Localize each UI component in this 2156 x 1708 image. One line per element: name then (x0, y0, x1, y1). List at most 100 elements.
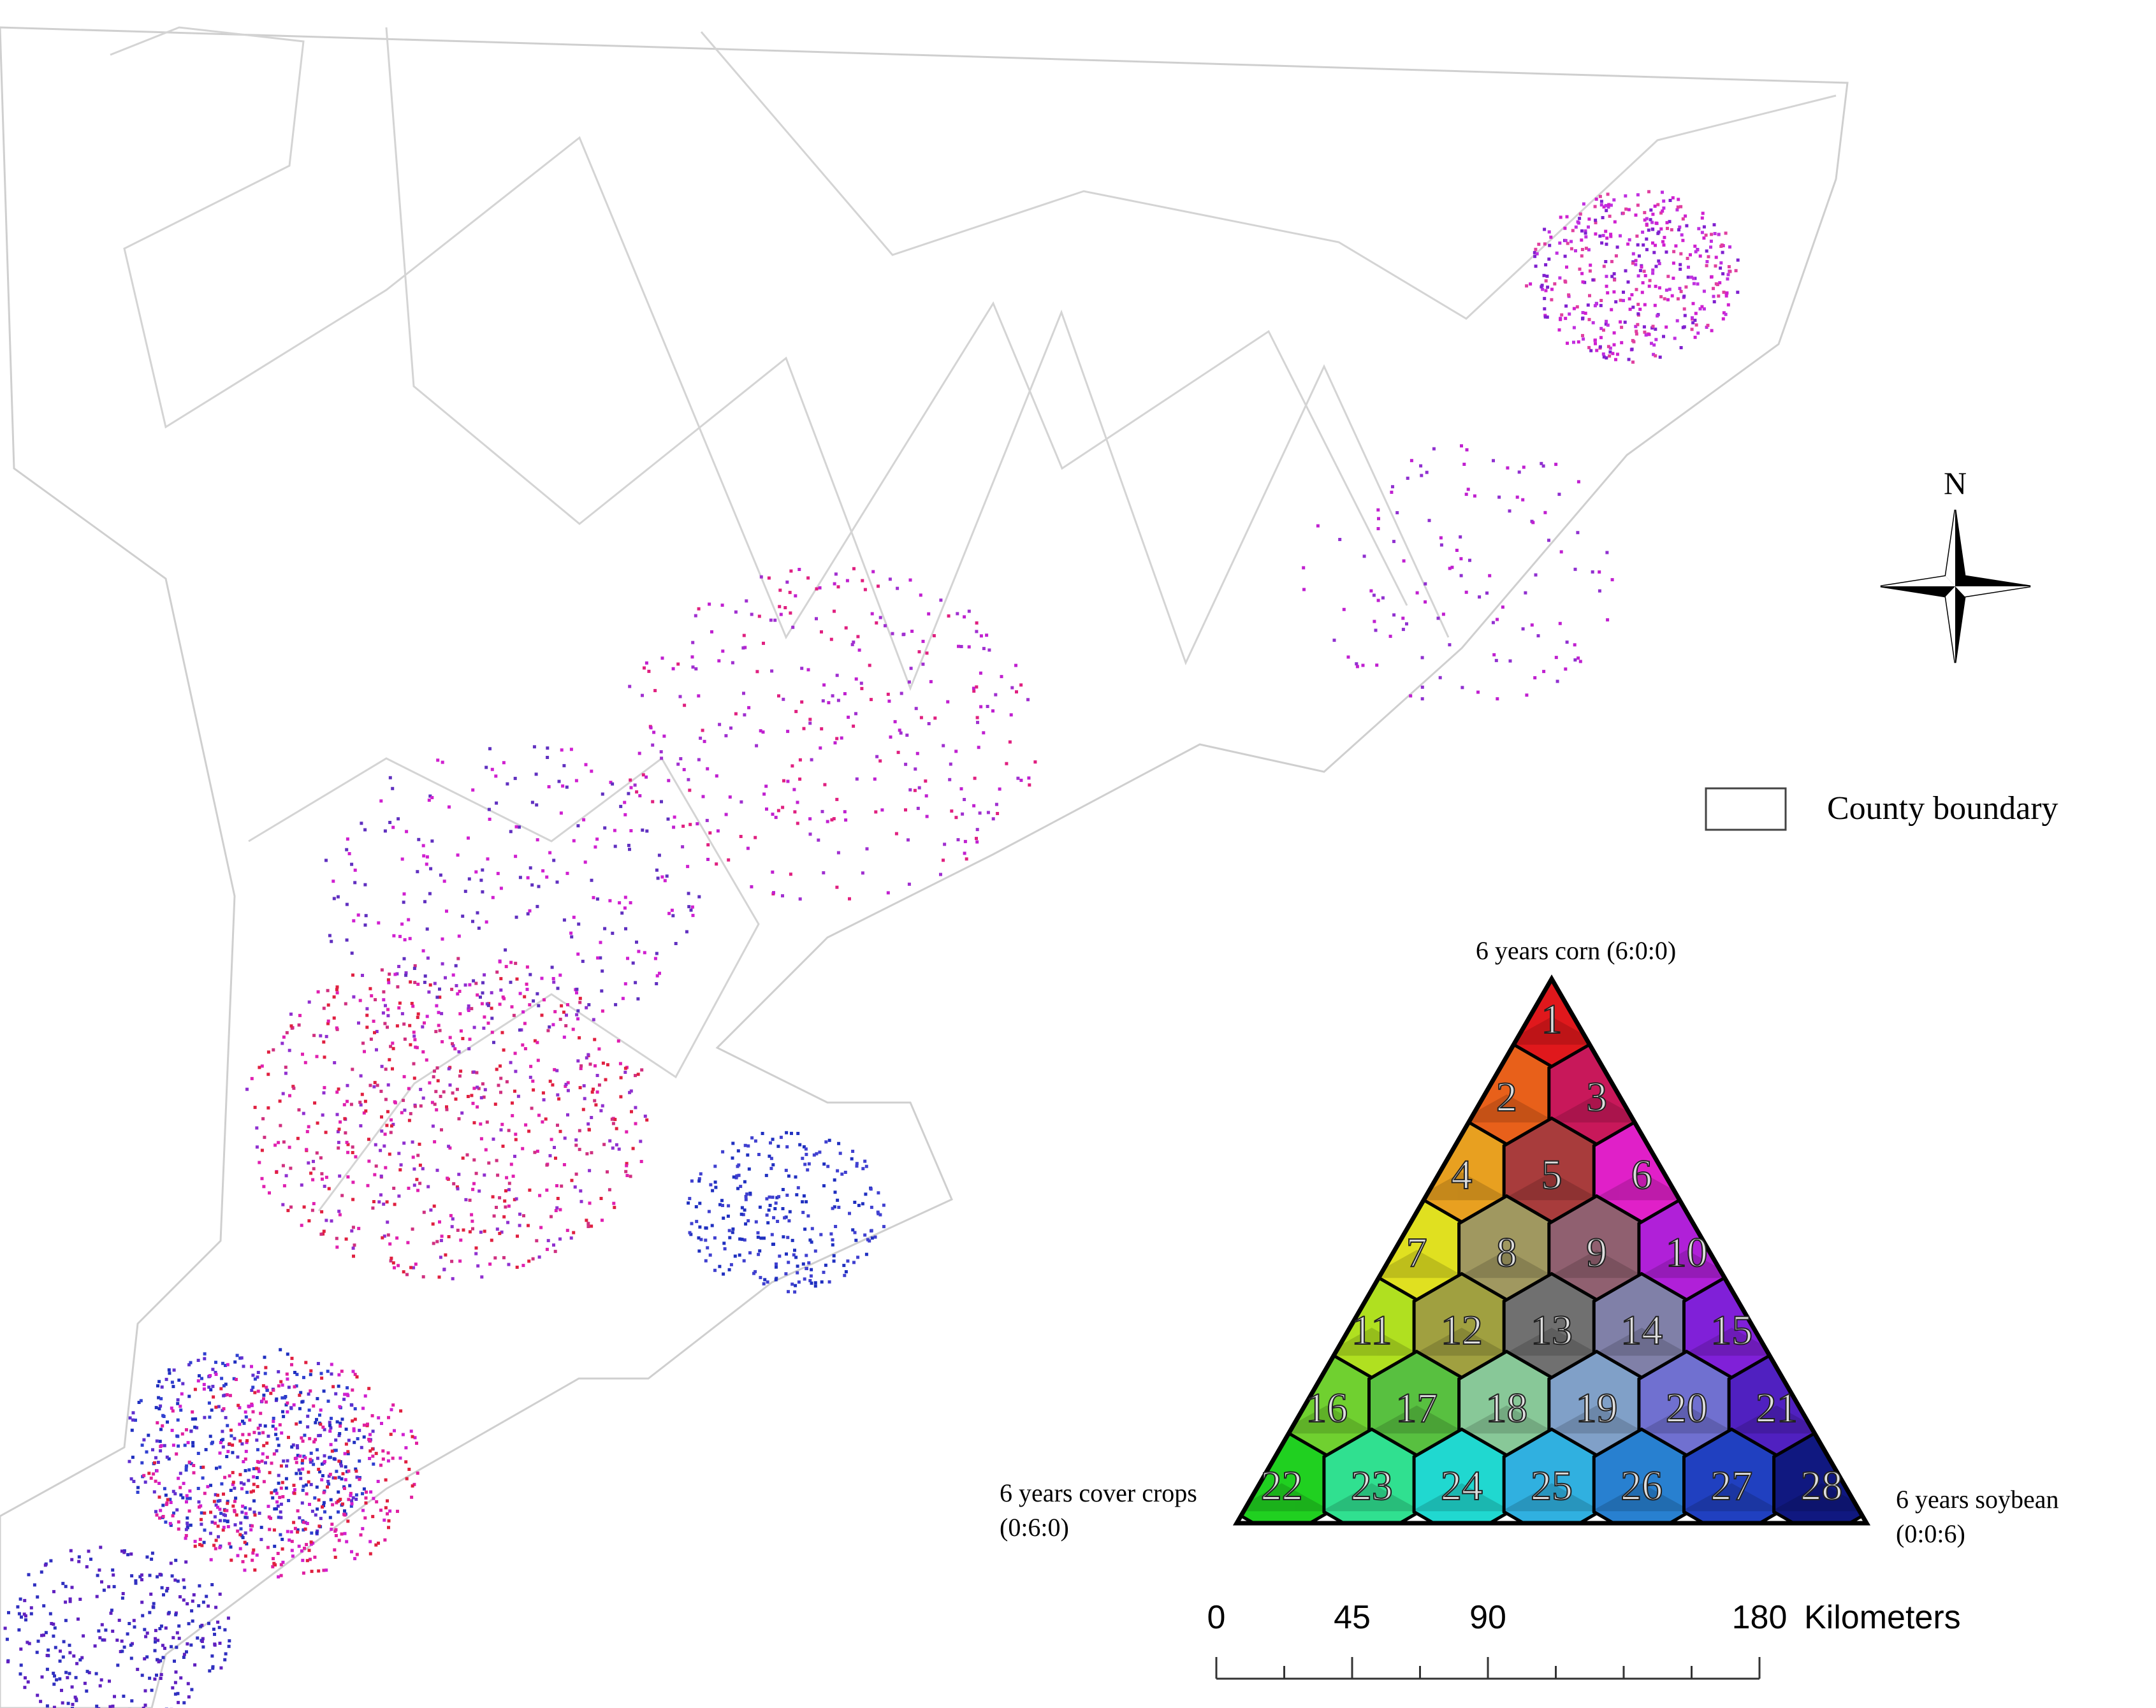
crop-dot (182, 1482, 186, 1486)
crop-dot (1631, 252, 1635, 256)
crop-dot (956, 838, 960, 842)
crop-dot (1721, 250, 1724, 254)
crop-dot (289, 1012, 293, 1016)
crop-dot (636, 1073, 640, 1076)
crop-dot (1591, 321, 1595, 324)
crop-dot (1634, 324, 1638, 328)
crop-dot (238, 1473, 242, 1477)
crop-dot (403, 1038, 407, 1041)
crop-dot (548, 1025, 551, 1029)
ternary-cell-label: 28 (1800, 1463, 1842, 1509)
crop-dot (352, 995, 356, 999)
crop-dot (292, 1484, 296, 1487)
crop-dot (410, 1002, 414, 1005)
crop-dot (857, 648, 861, 652)
crop-dot (742, 1259, 746, 1263)
crop-dot (243, 1540, 247, 1544)
crop-dot (286, 1352, 289, 1356)
crop-dot (229, 1558, 233, 1562)
crop-dot (718, 1203, 722, 1206)
crop-dot (277, 1141, 280, 1145)
crop-dot (347, 1498, 351, 1502)
crop-dot (218, 1592, 222, 1596)
crop-dot (397, 965, 401, 968)
crop-dot (455, 1087, 459, 1091)
crop-dot (766, 1221, 770, 1225)
crop-dot (687, 892, 690, 895)
crop-dot (307, 1480, 310, 1484)
scale-tick-label: 45 (1334, 1599, 1371, 1636)
crop-dot (1659, 295, 1663, 299)
crop-dot (351, 1198, 355, 1201)
crop-dot (284, 1477, 288, 1480)
crop-dot (656, 876, 660, 880)
crop-dot (371, 1429, 375, 1433)
crop-dot (422, 1210, 426, 1214)
crop-dot (790, 1131, 793, 1135)
crop-dot (268, 1471, 272, 1475)
crop-dot (252, 1431, 256, 1435)
crop-dot (511, 1114, 514, 1118)
crop-dot (297, 1544, 301, 1548)
crop-dot (1550, 287, 1554, 291)
crop-dot (309, 1458, 312, 1461)
crop-dot (487, 807, 491, 811)
crop-dot (360, 1445, 363, 1449)
crop-dot (210, 1408, 214, 1412)
crop-dot (864, 1192, 868, 1196)
crop-dot (699, 736, 703, 740)
crop-dot (421, 1275, 425, 1278)
crop-dot (136, 1667, 140, 1671)
crop-dot (101, 1638, 105, 1642)
crop-dot (1536, 634, 1540, 638)
crop-dot (245, 1440, 249, 1444)
crop-dot (715, 862, 718, 866)
crop-dot (157, 1660, 161, 1663)
crop-dot (975, 828, 979, 832)
crop-dot (559, 811, 563, 815)
crop-dot (796, 800, 799, 804)
crop-dot (1663, 236, 1666, 240)
crop-dot (200, 1544, 204, 1547)
crop-dot (368, 1552, 372, 1556)
crop-dot (427, 799, 431, 802)
crop-dot (556, 1093, 560, 1097)
crop-dot (190, 1609, 194, 1613)
crop-dot (68, 1651, 72, 1654)
crop-dot (298, 1013, 302, 1017)
crop-dot (576, 824, 580, 828)
crop-dot (621, 997, 625, 1001)
crop-dot (600, 989, 604, 993)
crop-dot (221, 1361, 224, 1365)
crop-dot (820, 809, 824, 813)
crop-dot (259, 1526, 263, 1530)
crop-dot (798, 897, 802, 901)
crop-dot (310, 1570, 314, 1574)
crop-dot (504, 965, 508, 969)
crop-dot (167, 1610, 171, 1614)
crop-dot (17, 1628, 21, 1632)
crop-dot (587, 1003, 591, 1006)
crop-dot (824, 1140, 828, 1144)
crop-dot (769, 618, 773, 622)
crop-dot (379, 1175, 383, 1178)
crop-dot (411, 1435, 414, 1438)
crop-dot (346, 1083, 349, 1087)
crop-dot (252, 1475, 256, 1479)
crop-dot (1599, 336, 1603, 340)
crop-dot (743, 1238, 747, 1242)
crop-dot (643, 951, 646, 955)
crop-dot (263, 1136, 266, 1140)
crop-dot (187, 1394, 191, 1398)
crop-dot (379, 1193, 382, 1197)
crop-dot (164, 1493, 168, 1497)
crop-dot (604, 1078, 608, 1082)
crop-dot (436, 1079, 440, 1083)
crop-dot (213, 1632, 216, 1636)
crop-dot (518, 825, 521, 829)
crop-dot (490, 1238, 493, 1242)
crop-dot (558, 1017, 562, 1021)
crop-dot (704, 1238, 708, 1242)
crop-dot (586, 1053, 590, 1057)
crop-dot (320, 1478, 324, 1482)
